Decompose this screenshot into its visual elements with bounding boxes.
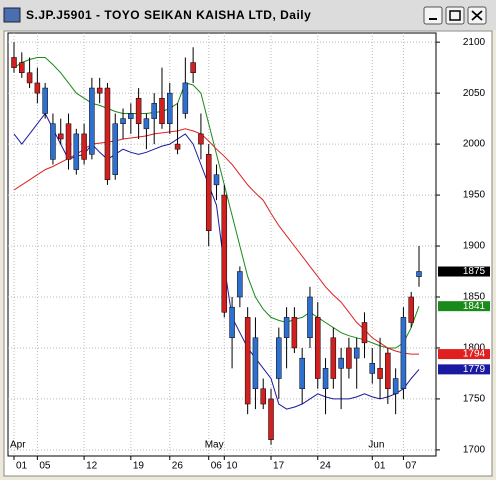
x-tick-label: 12: [86, 461, 98, 472]
candle-body: [315, 317, 321, 379]
candle-body: [89, 87, 95, 155]
candle-body: [291, 317, 298, 349]
last-value-label: 1875: [463, 266, 486, 277]
title-bar: [0, 0, 496, 30]
candle-body: [299, 357, 305, 389]
window-title: S.JP.J5901 - TOYO SEIKAN KAISHA LTD, Dai…: [26, 8, 311, 22]
candle-body: [96, 87, 103, 94]
candle-body: [57, 133, 64, 140]
y-tick-label: 2100: [463, 37, 486, 48]
x-tick-label: 24: [320, 461, 332, 472]
candle-body: [221, 194, 228, 313]
candle-body: [369, 362, 376, 374]
candle-body: [237, 271, 243, 298]
candle-body: [182, 82, 189, 114]
candle-body: [416, 271, 422, 277]
candle-body: [213, 174, 220, 186]
candle-body: [81, 133, 87, 160]
candle-body: [19, 62, 25, 74]
window-buttons[interactable]: [423, 6, 487, 25]
candle-body: [11, 57, 17, 68]
candle-body: [276, 337, 282, 379]
y-tick-label: 1850: [463, 292, 486, 303]
last-value-box: [438, 364, 490, 375]
month-label: Jun: [368, 440, 384, 451]
app-icon: [3, 7, 21, 23]
y-tick-label: 1750: [463, 394, 486, 405]
moving-average-line: [13, 57, 420, 349]
candle-body: [104, 87, 111, 181]
candle-body: [205, 154, 212, 231]
y-tick-label: 1900: [463, 241, 486, 252]
month-label: Apr: [10, 440, 26, 451]
candle-body: [65, 123, 72, 160]
candle-body: [112, 123, 118, 175]
candle-body: [120, 118, 126, 124]
close-icon: [471, 10, 483, 21]
x-tick-label: 10: [226, 461, 238, 472]
candle-body: [167, 92, 173, 124]
candle-body: [385, 352, 391, 389]
candle-body: [190, 62, 196, 74]
last-value-label: 1779: [463, 364, 486, 375]
candle-body: [346, 347, 352, 369]
candle-body: [338, 357, 344, 369]
candle-body: [260, 388, 266, 405]
candle-body: [377, 368, 383, 379]
y-tick-label: 1950: [463, 190, 486, 201]
maximize-button[interactable]: [445, 6, 465, 25]
y-tick-label: 1700: [463, 445, 486, 456]
candle-body: [353, 347, 360, 359]
candle-body: [151, 103, 157, 119]
candle-body: [73, 133, 80, 170]
x-tick-label: 07: [405, 461, 417, 472]
candle-body: [400, 317, 407, 389]
candle-body: [283, 317, 290, 339]
last-value-box: [438, 301, 490, 312]
candle-body: [229, 306, 235, 339]
x-tick-label: 05: [39, 461, 51, 472]
candle-body: [50, 123, 56, 160]
candle-body: [330, 337, 337, 379]
candle-body: [198, 133, 204, 145]
y-tick-label: 2050: [463, 88, 486, 99]
x-tick-label: 17: [273, 461, 285, 472]
candle-body: [244, 317, 251, 405]
month-label: May: [205, 440, 224, 451]
candle-body: [322, 368, 329, 389]
candle-body: [34, 82, 41, 94]
candle-body: [42, 87, 48, 114]
x-tick-label: 01: [374, 461, 386, 472]
candle-body: [307, 296, 313, 339]
candle-body: [361, 322, 368, 344]
last-value-label: 1841: [463, 301, 486, 312]
y-tick-label: 2000: [463, 139, 486, 150]
last-value-box: [438, 349, 490, 360]
last-value-label: 1794: [463, 349, 486, 360]
minimize-button[interactable]: [423, 6, 443, 25]
candle-body: [143, 118, 150, 130]
x-tick-label: 19: [133, 461, 145, 472]
candle-body: [252, 337, 259, 389]
maximize-icon: [449, 10, 461, 21]
candle-body: [174, 143, 181, 150]
candle-body: [408, 296, 414, 323]
last-value-box: [438, 266, 490, 277]
candle-body: [392, 378, 399, 395]
x-tick-label: 26: [172, 461, 184, 472]
candle-body: [159, 97, 165, 124]
y-tick-label: 1800: [463, 343, 486, 354]
candle-body: [26, 72, 33, 84]
candle-body: [128, 113, 134, 119]
candle-body: [135, 97, 142, 124]
x-tick-label: 06: [211, 461, 223, 472]
x-tick-label: 01: [16, 461, 28, 472]
candle-body: [268, 398, 274, 440]
